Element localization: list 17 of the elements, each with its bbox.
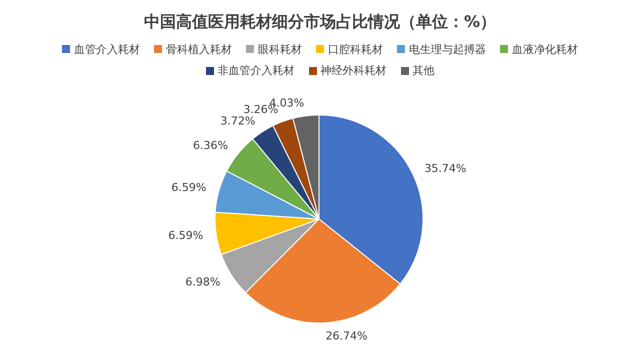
data-label: 26.74% — [326, 329, 368, 342]
legend-label: 眼科耗材 — [257, 42, 302, 58]
legend-label: 非血管介入耗材 — [216, 63, 294, 80]
legend-label: 骨科植入耗材 — [165, 42, 232, 58]
legend-label: 血液净化耗材 — [511, 42, 578, 58]
data-label: 35.74% — [424, 162, 466, 175]
legend-label: 神经外科耗材 — [320, 63, 386, 80]
data-label: 6.36% — [193, 138, 228, 152]
legend-label: 血管介入耗材 — [73, 42, 140, 58]
legend-label: 电生理与起搏器 — [408, 42, 486, 58]
legend-label: 其他 — [412, 63, 434, 80]
data-label: 6.98% — [185, 275, 220, 288]
chart-title: 中国高值医用耗材细分市场占比情况（单位：%） — [142, 11, 498, 33]
data-label: 6.59% — [168, 229, 204, 242]
data-label: 3.72% — [220, 114, 256, 128]
data-label: 6.59% — [171, 181, 206, 194]
legend-label: 口腔科耗材 — [327, 42, 383, 58]
